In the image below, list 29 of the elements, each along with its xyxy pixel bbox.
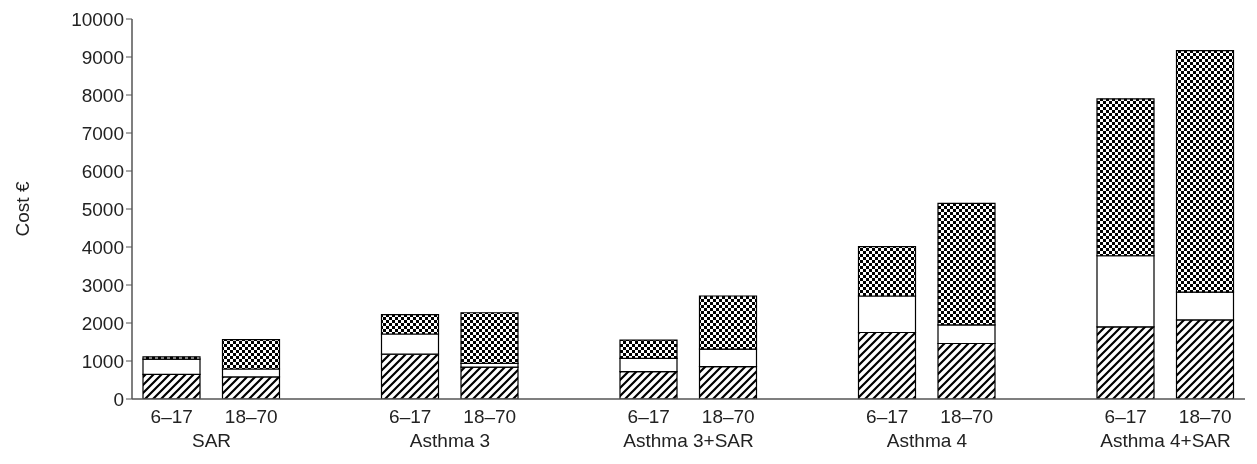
y-tick-label: 0 [113, 388, 124, 410]
x-tick-label: 6–17 [1104, 406, 1147, 427]
text: SAR [191, 430, 232, 451]
x-tick-label: 18–70 [940, 406, 994, 427]
y-axis-title: Cost € [11, 181, 33, 237]
text: Asthma 4+SAR [1100, 430, 1231, 451]
bar [460, 312, 519, 364]
y-tick-label: 5000 [81, 198, 124, 220]
y-tick-label: 10000 [71, 8, 124, 30]
y-tick-label: 1000 [81, 350, 124, 372]
y-tick-label: 9000 [81, 46, 124, 68]
y-tick-label: 7000 [81, 122, 124, 144]
x-tick-label: 6–17 [150, 406, 193, 427]
text: Asthma 3+SAR [623, 430, 754, 451]
bar [460, 366, 519, 399]
y-tick-label: 4000 [81, 236, 124, 258]
y-tick-label: 6000 [81, 160, 124, 182]
x-tick-label: 6–17 [866, 406, 909, 427]
text: Asthma 3 [409, 430, 491, 451]
x-tick-label: 18–70 [463, 406, 517, 427]
y-tick-label: 2000 [81, 312, 124, 334]
x-tick-label: 18–70 [1178, 406, 1232, 427]
x-tick-label: 6–17 [627, 406, 670, 427]
y-tick-label: 8000 [81, 84, 124, 106]
x-tick-label: 18–70 [701, 406, 755, 427]
text: Asthma 4 [886, 430, 968, 451]
x-tick-label: 18–70 [224, 406, 278, 427]
y-tick-label: 3000 [81, 274, 124, 296]
x-tick-label: 6–17 [389, 406, 432, 427]
